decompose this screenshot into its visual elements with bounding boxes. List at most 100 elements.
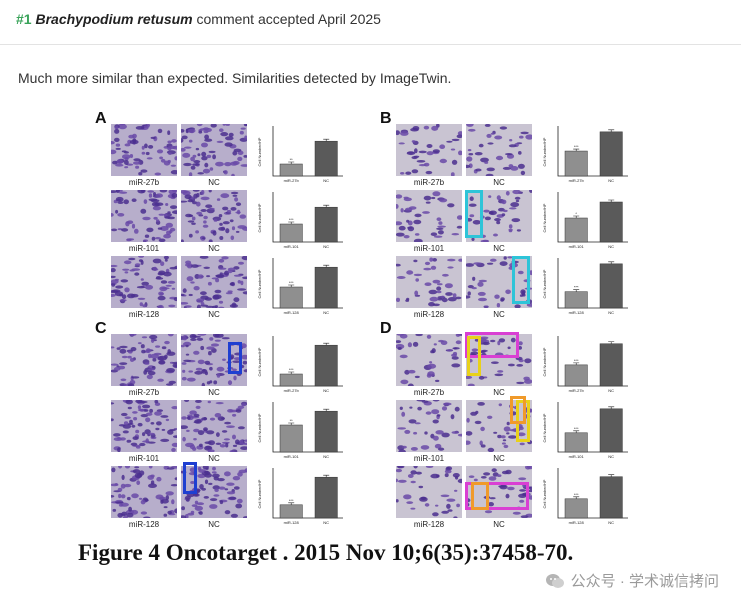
bar-miR-101 bbox=[564, 432, 588, 453]
comment-number[interactable]: #1 bbox=[16, 11, 32, 27]
x-tick-label: miR-101 bbox=[284, 244, 300, 249]
bar-chart-C-1: Cell Number/HP miR-101 ** NC bbox=[257, 402, 343, 459]
x-tick-label: miR-128 bbox=[284, 520, 300, 525]
micrograph-treated bbox=[111, 466, 177, 518]
micrograph-treated bbox=[396, 124, 462, 176]
x-tick-label: NC bbox=[323, 178, 329, 183]
y-axis-label: Cell Number/HP bbox=[257, 347, 262, 376]
micrograph-treated bbox=[111, 124, 177, 176]
significance-label: ** bbox=[290, 418, 294, 423]
nc-label: NC bbox=[493, 310, 505, 319]
watermark-text: 公众号 · 学术诚信拷问 bbox=[570, 573, 719, 590]
bar-miR-128 bbox=[564, 498, 588, 519]
y-axis-label: Cell Number/HP bbox=[542, 269, 547, 298]
bar-NC bbox=[314, 206, 338, 243]
highlight-box-magenta-2 bbox=[465, 482, 529, 510]
nc-label: NC bbox=[208, 520, 220, 529]
bar-miR-27b bbox=[564, 150, 588, 177]
micrograph-treated bbox=[396, 400, 462, 452]
bar-chart-A-1: Cell Number/HP miR-101 *** NC bbox=[257, 192, 343, 249]
comment-text: Much more similar than expected. Similar… bbox=[18, 70, 452, 86]
micrograph-treated bbox=[396, 256, 462, 308]
error-bar bbox=[608, 199, 615, 202]
bar-chart-holder: Cell Number/HP miR-101 *** NC bbox=[257, 188, 349, 257]
highlight-box-blue-1 bbox=[228, 342, 242, 374]
error-bar bbox=[573, 496, 580, 499]
x-tick-label: miR-128 bbox=[569, 310, 585, 315]
micrograph-nc bbox=[466, 400, 532, 452]
species-name[interactable]: Brachypodium retusum bbox=[35, 11, 193, 27]
bar-miR-27b bbox=[564, 364, 588, 387]
bar-chart-C-0: Cell Number/HP miR-27b *** NC bbox=[257, 336, 343, 393]
x-tick-label: miR-101 bbox=[284, 454, 300, 459]
bar-NC bbox=[314, 266, 338, 309]
highlight-box-yellow-1 bbox=[467, 336, 481, 376]
micrograph-nc bbox=[181, 190, 247, 242]
bar-chart-C-2: Cell Number/HP miR-128 *** NC bbox=[257, 468, 343, 525]
bar-chart-holder: Cell Number/HP miR-27b *** NC bbox=[542, 122, 634, 191]
treatment-label: miR-27b bbox=[128, 178, 160, 187]
y-axis-label: Cell Number/HP bbox=[542, 479, 547, 508]
bar-chart-holder: Cell Number/HP miR-27b ** NC bbox=[257, 122, 349, 191]
highlight-box-orange-2 bbox=[471, 482, 489, 510]
error-bar bbox=[573, 215, 580, 218]
micrograph-nc bbox=[466, 334, 532, 386]
x-tick-label: miR-27b bbox=[569, 178, 585, 183]
treatment-label: miR-101 bbox=[413, 454, 445, 463]
treatment-label: miR-128 bbox=[413, 310, 445, 319]
nc-label: NC bbox=[493, 520, 505, 529]
x-tick-label: miR-27b bbox=[284, 388, 300, 393]
error-bar bbox=[288, 161, 295, 164]
error-bar bbox=[323, 138, 330, 142]
highlight-box-cyan-1 bbox=[465, 190, 483, 238]
treatment-label: miR-27b bbox=[413, 178, 445, 187]
bar-chart-holder: Cell Number/HP miR-128 *** NC bbox=[542, 464, 634, 533]
micrograph-treated bbox=[111, 400, 177, 452]
bar-NC bbox=[599, 131, 623, 177]
bar-chart-holder: Cell Number/HP miR-128 *** NC bbox=[257, 464, 349, 533]
bar-NC bbox=[314, 140, 338, 177]
nc-label: NC bbox=[208, 388, 220, 397]
x-tick-label: miR-101 bbox=[569, 244, 585, 249]
x-tick-label: NC bbox=[323, 388, 329, 393]
x-tick-label: miR-27b bbox=[284, 178, 300, 183]
treatment-label: miR-101 bbox=[128, 244, 160, 253]
bar-chart-holder: Cell Number/HP miR-101 ** NC bbox=[257, 398, 349, 467]
bar-chart-D-0: Cell Number/HP miR-27b *** NC bbox=[542, 336, 628, 393]
significance-label: *** bbox=[289, 498, 294, 503]
bar-miR-27b bbox=[279, 163, 303, 177]
y-axis-label: Cell Number/HP bbox=[257, 479, 262, 508]
y-axis-label: Cell Number/HP bbox=[542, 347, 547, 376]
bar-miR-101 bbox=[564, 217, 588, 243]
significance-label: *** bbox=[289, 367, 294, 372]
treatment-label: miR-128 bbox=[128, 310, 160, 319]
x-tick-label: NC bbox=[323, 310, 329, 315]
panel-letter: B bbox=[380, 110, 392, 127]
y-axis-label: Cell Number/HP bbox=[542, 413, 547, 442]
micrograph-nc bbox=[181, 400, 247, 452]
bar-chart-D-1: Cell Number/HP miR-101 *** NC bbox=[542, 402, 628, 459]
bar-miR-101 bbox=[279, 424, 303, 453]
y-axis-label: Cell Number/HP bbox=[257, 137, 262, 166]
treatment-label: miR-128 bbox=[128, 520, 160, 529]
bar-chart-holder: Cell Number/HP miR-101 * NC bbox=[542, 188, 634, 257]
bar-NC bbox=[314, 410, 338, 453]
nc-label: NC bbox=[493, 388, 505, 397]
significance-label: *** bbox=[289, 217, 294, 222]
significance-label: *** bbox=[574, 426, 579, 431]
x-tick-label: NC bbox=[608, 244, 614, 249]
wechat-icon bbox=[545, 573, 565, 589]
x-tick-label: NC bbox=[323, 454, 329, 459]
micrograph-nc bbox=[466, 256, 532, 308]
error-bar bbox=[288, 221, 295, 224]
micrograph-nc bbox=[466, 190, 532, 242]
bar-chart-D-2: Cell Number/HP miR-128 *** NC bbox=[542, 468, 628, 525]
error-bar bbox=[288, 422, 295, 425]
significance-label: *** bbox=[574, 358, 579, 363]
y-axis-label: Cell Number/HP bbox=[257, 203, 262, 232]
nc-label: NC bbox=[493, 244, 505, 253]
bar-miR-128 bbox=[279, 504, 303, 519]
